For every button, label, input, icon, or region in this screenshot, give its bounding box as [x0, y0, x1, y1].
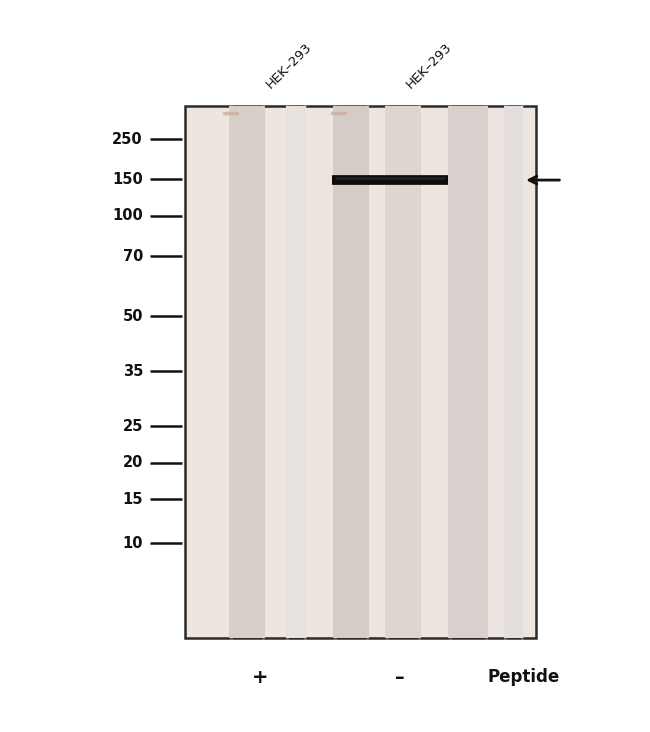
Text: 15: 15: [122, 492, 143, 507]
Bar: [185, 106, 536, 638]
Bar: [229, 106, 265, 638]
Bar: [333, 106, 369, 638]
Text: 50: 50: [122, 309, 143, 324]
Text: 25: 25: [123, 419, 143, 433]
Bar: [286, 106, 306, 638]
Text: 35: 35: [123, 364, 143, 378]
Text: 20: 20: [123, 455, 143, 470]
Text: 10: 10: [122, 536, 143, 550]
Text: 100: 100: [112, 209, 143, 223]
Text: 70: 70: [123, 249, 143, 264]
Text: 150: 150: [112, 172, 143, 187]
Text: 250: 250: [112, 132, 143, 146]
Bar: [385, 106, 421, 638]
Bar: [504, 106, 523, 638]
Text: HEK–293: HEK–293: [264, 41, 315, 92]
Text: Peptide: Peptide: [488, 668, 560, 686]
Text: –: –: [395, 668, 404, 687]
Text: +: +: [252, 668, 268, 687]
Bar: [448, 106, 488, 638]
Text: HEK–293: HEK–293: [404, 41, 454, 92]
